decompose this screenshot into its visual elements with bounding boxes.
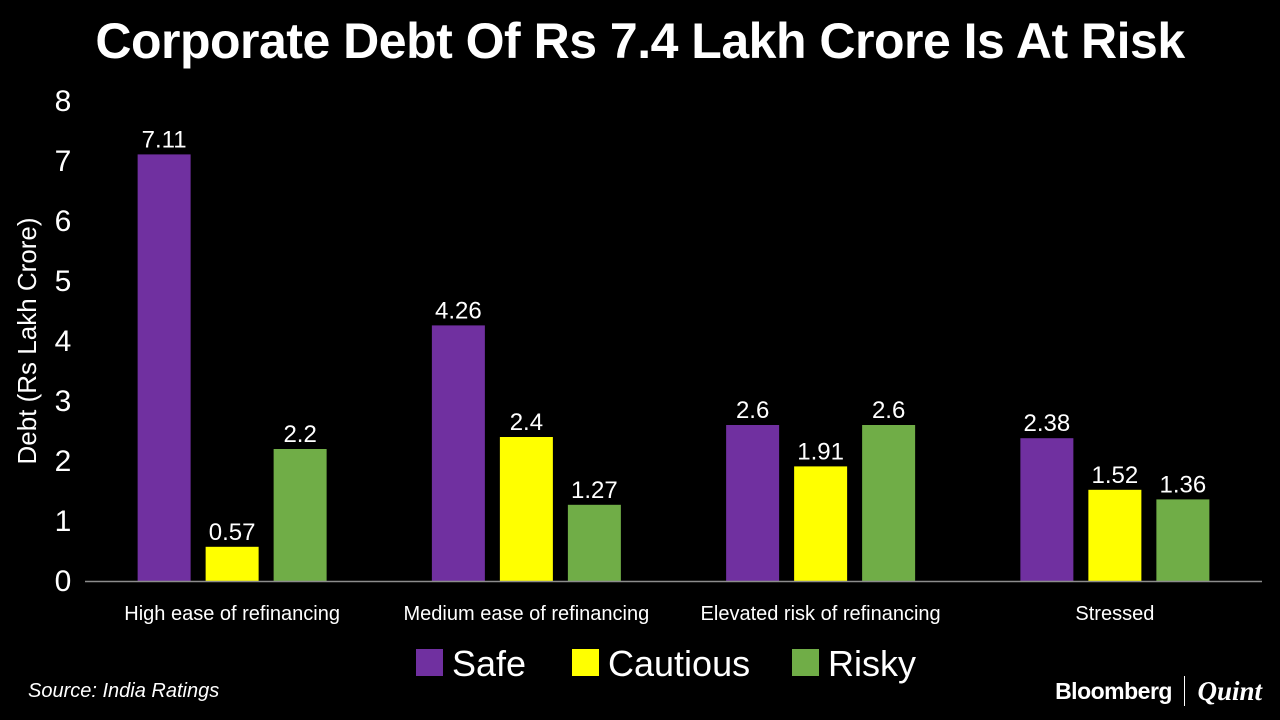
legend-label-safe: Safe (452, 643, 526, 684)
bar-safe-2 (726, 425, 780, 581)
brand-logo: Bloomberg Quint (1055, 674, 1262, 708)
data-label: 1.27 (571, 477, 618, 504)
y-tick-label: 0 (55, 565, 72, 598)
legend-swatch-safe (416, 649, 443, 676)
bar-risky-1 (567, 504, 621, 581)
legend-swatch-risky (792, 649, 819, 676)
data-label: 2.6 (872, 397, 905, 424)
bar-cautious-2 (794, 466, 848, 581)
bar-cautious-1 (499, 437, 553, 581)
y-tick-label: 4 (55, 325, 72, 358)
x-category-label: Stressed (1075, 603, 1154, 625)
brand-divider (1183, 676, 1186, 706)
bar-safe-0 (137, 154, 191, 581)
data-label: 1.36 (1160, 471, 1207, 498)
data-label: 2.6 (736, 397, 769, 424)
bar-risky-3 (1156, 499, 1210, 581)
y-tick-label: 7 (55, 145, 72, 178)
bar-risky-2 (862, 425, 916, 581)
chart-title: Corporate Debt Of Rs 7.4 Lakh Crore Is A… (95, 13, 1185, 69)
data-label: 1.91 (797, 438, 844, 465)
quint-logo: Quint (1197, 675, 1262, 706)
y-tick-label: 1 (55, 505, 72, 538)
x-category-label: Medium ease of refinancing (404, 603, 650, 625)
bloomberg-logo: Bloomberg (1055, 677, 1172, 704)
data-label: 4.26 (435, 297, 482, 324)
y-axis-title: Debt (Rs Lakh Crore) (12, 217, 42, 464)
data-label: 0.57 (209, 519, 256, 546)
y-tick-label: 6 (55, 205, 72, 238)
bar-cautious-3 (1088, 489, 1142, 581)
legend-label-risky: Risky (828, 643, 916, 684)
legend-label-cautious: Cautious (608, 643, 750, 684)
bar-safe-1 (431, 325, 485, 581)
y-tick-label: 3 (55, 385, 72, 418)
y-tick-label: 2 (55, 445, 72, 478)
bar-risky-0 (273, 449, 327, 581)
data-label: 2.2 (283, 421, 316, 448)
data-label: 2.4 (510, 409, 543, 436)
x-category-label: High ease of refinancing (124, 603, 340, 625)
data-label: 7.11 (142, 126, 187, 153)
data-label: 1.52 (1092, 462, 1139, 489)
legend-swatch-cautious (572, 649, 599, 676)
x-category-label: Elevated risk of refinancing (701, 603, 941, 625)
y-tick-label: 5 (55, 265, 72, 298)
y-tick-label: 8 (55, 85, 72, 118)
bar-safe-3 (1020, 438, 1074, 581)
bar-cautious-0 (205, 546, 259, 581)
source-note: Source: India Ratings (28, 680, 220, 702)
data-label: 2.38 (1024, 410, 1071, 437)
